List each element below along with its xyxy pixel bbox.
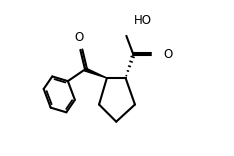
Polygon shape xyxy=(84,68,107,78)
Text: O: O xyxy=(164,48,173,61)
Text: HO: HO xyxy=(134,14,152,27)
Text: O: O xyxy=(74,31,83,44)
